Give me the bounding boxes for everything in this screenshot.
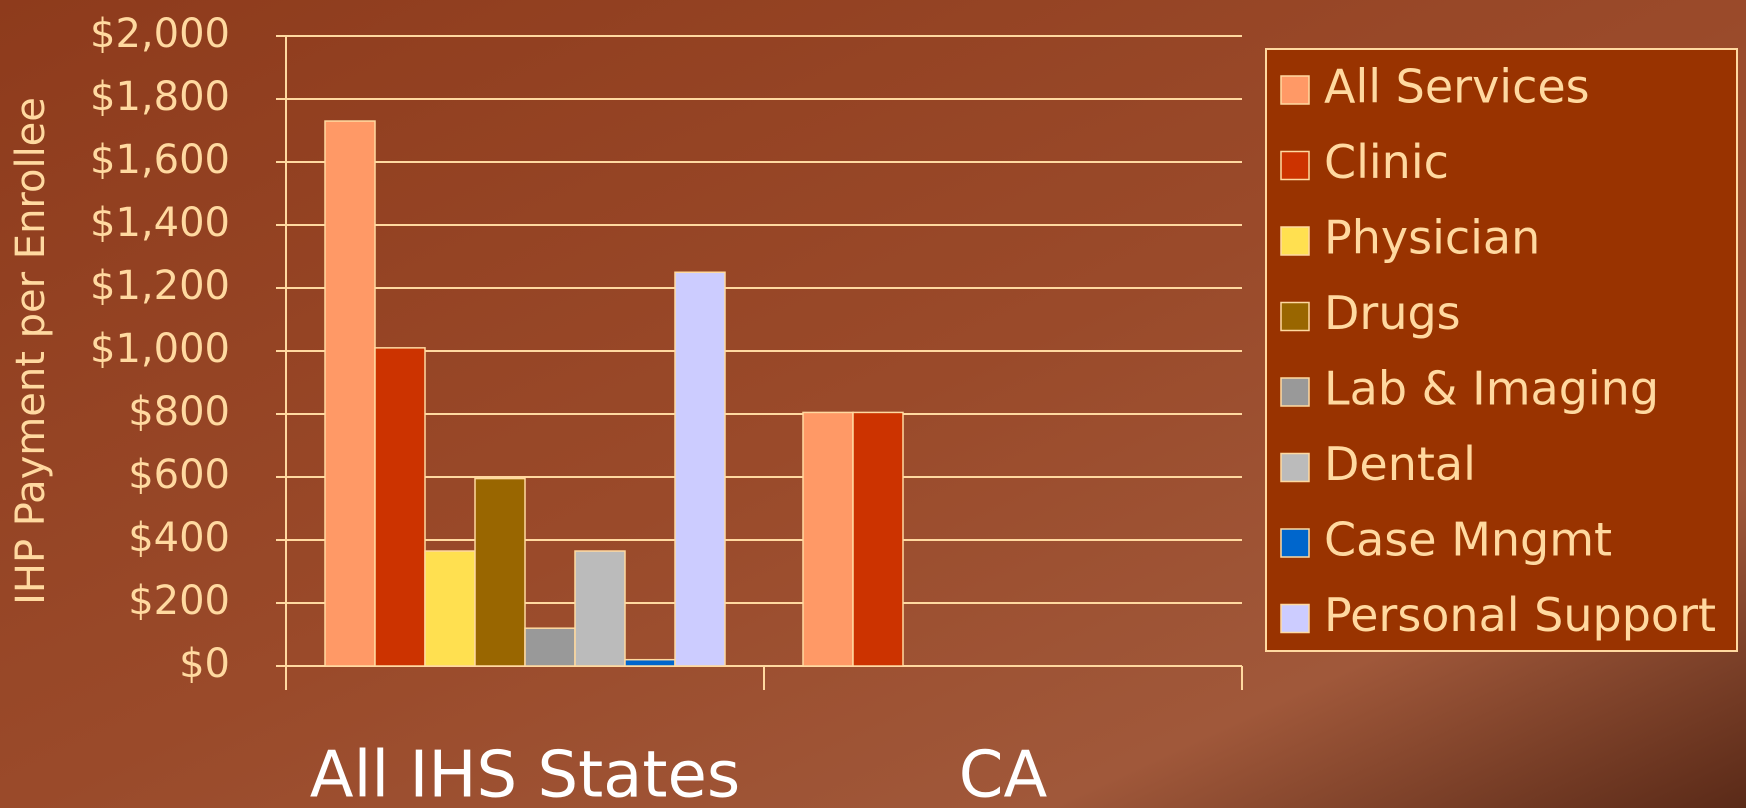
y-tick-label: $0 [179,641,230,687]
legend-label: Case Mngmt [1324,513,1612,567]
bar [852,411,904,667]
bar [624,658,676,667]
bar [574,550,626,667]
legend-swatch [1280,75,1310,105]
legend-label: Physician [1324,211,1540,265]
bar [802,411,854,667]
legend-label: Drugs [1324,286,1461,340]
legend-label: Personal Support [1324,588,1716,642]
legend-swatch [1280,528,1310,558]
legend-swatch [1280,226,1310,256]
y-tick-label: $400 [128,515,230,561]
bar [424,550,476,667]
y-tick-label: $1,800 [90,74,230,120]
y-tick-label: $1,400 [90,200,230,246]
y-tick-label: $1,000 [90,326,230,372]
y-tick-label: $200 [128,578,230,624]
y-tick-label: $800 [128,389,230,435]
x-tick-label: All IHS States [310,739,740,808]
legend-swatch [1280,150,1310,181]
legend-box [1265,48,1738,652]
legend-swatch [1280,452,1310,483]
legend-label: Clinic [1324,135,1449,189]
bar [524,627,576,667]
y-tick-label: $1,600 [90,137,230,183]
bar [374,347,426,667]
legend-swatch [1280,377,1310,407]
bar [474,477,526,667]
legend-label: All Services [1324,60,1590,114]
bar [324,120,376,667]
legend-swatch [1280,301,1310,332]
x-tick-label: CA [959,739,1048,808]
legend-label: Dental [1324,437,1476,491]
bar [674,271,726,667]
legend-swatch [1280,603,1310,634]
y-tick-label: $2,000 [90,11,230,57]
y-axis-label: IHP Payment per Enrollee [8,97,54,605]
y-tick-label: $600 [128,452,230,498]
legend-label: Lab & Imaging [1324,362,1659,416]
y-tick-label: $1,200 [90,263,230,309]
